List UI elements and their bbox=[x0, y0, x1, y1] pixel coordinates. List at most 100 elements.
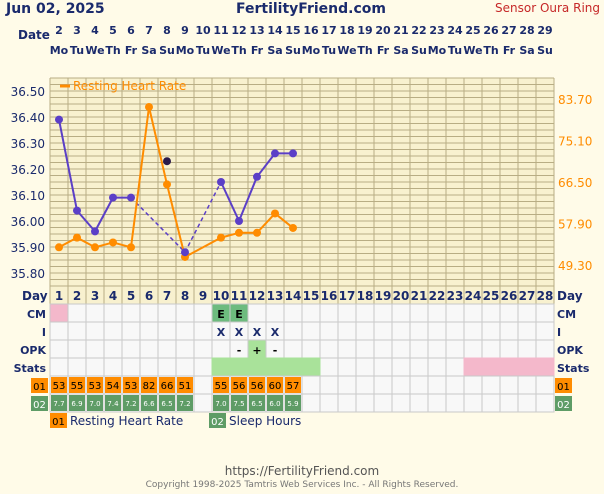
weekday-label: Sa bbox=[267, 44, 282, 57]
stats-period-cell bbox=[463, 357, 483, 377]
table-cell bbox=[427, 375, 447, 395]
table-cell bbox=[355, 375, 375, 395]
rhr-point[interactable] bbox=[163, 180, 171, 189]
rhr-point[interactable] bbox=[271, 209, 279, 218]
table-cell bbox=[481, 339, 501, 359]
table-cell bbox=[481, 303, 501, 323]
table-cell bbox=[211, 339, 231, 359]
rhr-line-segment bbox=[148, 106, 168, 185]
temp-point[interactable] bbox=[235, 217, 243, 225]
stats-fertile-cell bbox=[247, 357, 267, 377]
date-label: 19 bbox=[357, 24, 372, 37]
table-cell bbox=[67, 303, 87, 323]
intercourse-mark: X bbox=[271, 326, 280, 339]
date-label: 20 bbox=[375, 24, 391, 37]
table-cell bbox=[49, 339, 69, 359]
temp-point[interactable] bbox=[91, 227, 99, 236]
temp-point[interactable] bbox=[253, 172, 261, 181]
table-cell bbox=[409, 375, 429, 395]
temp-point[interactable] bbox=[109, 193, 117, 202]
temp-line-segment bbox=[94, 197, 114, 232]
date-label: 26 bbox=[483, 24, 499, 37]
table-cell bbox=[427, 339, 447, 359]
rhr-point[interactable] bbox=[55, 243, 63, 252]
sleep-value-cell bbox=[123, 395, 139, 411]
site-title[interactable]: FertilityFriend.com bbox=[236, 1, 386, 17]
table-cell bbox=[157, 357, 177, 377]
date-label: 6 bbox=[127, 24, 135, 37]
stats-period-cell bbox=[481, 357, 501, 377]
table-cell bbox=[463, 339, 483, 359]
y-left-tick: 35.80 bbox=[11, 267, 45, 281]
day-number: 7 bbox=[163, 289, 171, 303]
weekday-label: Mo bbox=[428, 44, 447, 57]
rhr-point[interactable] bbox=[109, 238, 117, 247]
temp-point[interactable] bbox=[289, 149, 297, 158]
footer-link[interactable]: https://FertilityFriend.com bbox=[224, 464, 380, 478]
day-number: 25 bbox=[483, 289, 500, 303]
y-left-tick: 36.00 bbox=[11, 215, 45, 229]
table-cell bbox=[499, 321, 519, 341]
stats-row-label: Stats bbox=[14, 362, 47, 375]
rhr-legend-box bbox=[50, 413, 67, 428]
table-cell bbox=[481, 321, 501, 341]
day-number: 9 bbox=[199, 289, 207, 303]
temp-point[interactable] bbox=[181, 248, 189, 257]
footer-copyright: Copyright 1998-2025 Tamtris Web Services… bbox=[145, 480, 459, 490]
table-cell bbox=[121, 339, 141, 359]
table-cell bbox=[445, 393, 465, 413]
table-cell bbox=[427, 303, 447, 323]
table-cell bbox=[337, 375, 357, 395]
temp-point[interactable] bbox=[217, 178, 225, 186]
temp-point[interactable] bbox=[127, 193, 135, 202]
table-cell bbox=[409, 339, 429, 359]
weekday-label: Fr bbox=[125, 44, 138, 57]
rhr-point[interactable] bbox=[217, 233, 225, 242]
temp-point[interactable] bbox=[163, 157, 171, 166]
date-label: 8 bbox=[163, 24, 171, 37]
table-cell bbox=[517, 303, 537, 323]
temp-point[interactable] bbox=[55, 115, 63, 124]
day-number: 21 bbox=[411, 289, 428, 303]
temp-point[interactable] bbox=[271, 149, 279, 158]
table-cell bbox=[481, 393, 501, 413]
date-label: 2 bbox=[55, 24, 63, 37]
table-cell bbox=[193, 303, 213, 323]
sensor-label: Sensor Oura Ring bbox=[495, 1, 600, 15]
date-label: 27 bbox=[501, 24, 516, 37]
table-cell bbox=[535, 393, 555, 413]
sleep-legend-box bbox=[209, 413, 226, 428]
rhr-point[interactable] bbox=[91, 243, 99, 252]
weekday-label: Th bbox=[357, 44, 372, 57]
day-number: 26 bbox=[501, 289, 518, 303]
table-cell bbox=[517, 321, 537, 341]
sleep-value: 7.5 bbox=[233, 400, 244, 408]
stats-row-label-right: Stats bbox=[557, 362, 590, 375]
rhr-point[interactable] bbox=[253, 228, 261, 237]
rhr-point[interactable] bbox=[127, 243, 135, 252]
rhr-point[interactable] bbox=[73, 233, 81, 242]
y-left-tick: 36.10 bbox=[11, 189, 45, 203]
temp-point[interactable] bbox=[73, 206, 81, 215]
date-label: 24 bbox=[447, 24, 463, 37]
table-cell bbox=[337, 393, 357, 413]
y-left-tick: 36.20 bbox=[11, 163, 45, 177]
rhr-point[interactable] bbox=[289, 223, 297, 232]
table-cell bbox=[265, 303, 285, 323]
rhr-value-cell bbox=[285, 377, 301, 393]
sleep-value: 6.5 bbox=[161, 400, 172, 408]
sleep-value: 6.0 bbox=[269, 400, 280, 408]
intercourse-mark: X bbox=[253, 326, 262, 339]
cm-egg-cell bbox=[229, 303, 249, 323]
y-right-tick: 83.70 bbox=[558, 93, 592, 107]
weekday-label: Th bbox=[105, 44, 120, 57]
weekday-label: Fr bbox=[503, 44, 516, 57]
rhr-point[interactable] bbox=[235, 228, 243, 237]
intercourse-mark: X bbox=[235, 326, 244, 339]
rhr-code-right: 01 bbox=[557, 382, 570, 393]
weekday-label: Sa bbox=[141, 44, 156, 57]
day-number: 23 bbox=[447, 289, 464, 303]
date-label: 28 bbox=[519, 24, 534, 37]
day-number: 27 bbox=[519, 289, 536, 303]
rhr-point[interactable] bbox=[145, 103, 153, 112]
